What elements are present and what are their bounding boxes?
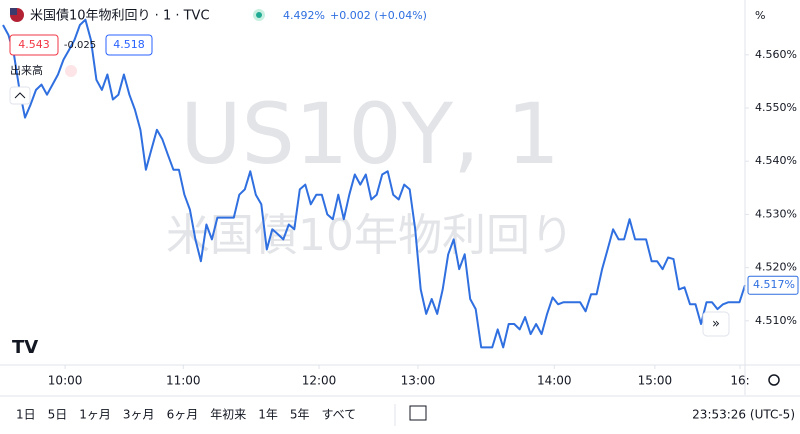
last-price: 4.492% xyxy=(283,9,325,22)
x-tick-label: 15:00 xyxy=(638,374,673,388)
range-button[interactable]: 5日 xyxy=(48,408,68,422)
buy-price[interactable]: 4.518 xyxy=(113,38,145,51)
indicator-name[interactable]: 出来高 xyxy=(10,63,43,77)
settings-icon[interactable] xyxy=(768,374,780,386)
spread: -0.025 xyxy=(64,40,96,51)
x-tick-label: 13:00 xyxy=(401,374,436,388)
range-button[interactable]: 5年 xyxy=(290,408,310,422)
y-tick-label: 4.550% xyxy=(755,101,797,114)
x-tick-label: 11:00 xyxy=(166,374,201,388)
range-button[interactable]: 1日 xyxy=(16,408,36,422)
y-tick-label: 4.520% xyxy=(755,261,797,274)
range-button[interactable]: 3ヶ月 xyxy=(123,408,155,422)
symbol-title[interactable]: 米国債10年物利回り · 1 · TVC xyxy=(30,9,210,24)
y-tick-label: 4.510% xyxy=(755,314,797,327)
x-tick-label: 12:00 xyxy=(302,374,337,388)
range-button[interactable]: 6ヶ月 xyxy=(167,408,199,422)
clock[interactable]: 23:53:26 (UTC-5) xyxy=(692,408,795,422)
sell-price[interactable]: 4.543 xyxy=(18,38,50,51)
calendar-icon[interactable] xyxy=(409,405,427,421)
tv-logo: TV xyxy=(12,337,38,358)
range-button[interactable]: 1年 xyxy=(258,408,278,422)
status-dot xyxy=(256,12,262,18)
axis-unit[interactable]: % xyxy=(755,9,765,22)
warning-icon xyxy=(65,65,77,77)
y-tick-label: 4.530% xyxy=(755,207,797,220)
chevron-icon xyxy=(14,92,26,99)
price-line xyxy=(2,18,746,349)
range-button[interactable]: 年初来 xyxy=(210,408,246,422)
x-tick-label: 14:00 xyxy=(537,374,572,388)
scroll-icon: » xyxy=(712,317,720,332)
scroll-button[interactable] xyxy=(702,311,730,337)
x-tick-label: 10:00 xyxy=(48,374,83,388)
watermark-symbol: US10Y, 1 xyxy=(180,85,560,183)
range-button[interactable]: すべて xyxy=(322,408,357,422)
range-button[interactable]: 1ヶ月 xyxy=(79,408,111,422)
last-price-label: 4.517% xyxy=(753,278,795,291)
buy-button[interactable] xyxy=(105,34,153,56)
y-tick-label: 4.560% xyxy=(755,48,797,61)
sell-button[interactable] xyxy=(9,34,59,56)
last-price-badge xyxy=(747,275,799,295)
x-tick-label: 16: xyxy=(730,374,749,388)
collapse-button[interactable] xyxy=(9,86,31,105)
plot xyxy=(2,18,746,349)
flag-icon xyxy=(10,8,17,15)
toolbar: 1日 5日 1ヶ月 3ヶ月 6ヶ月 年初来 1年 5年 すべて xyxy=(16,408,356,422)
y-tick-label: 4.540% xyxy=(755,154,797,167)
price-change: +0.002 (+0.04%) xyxy=(330,9,427,22)
